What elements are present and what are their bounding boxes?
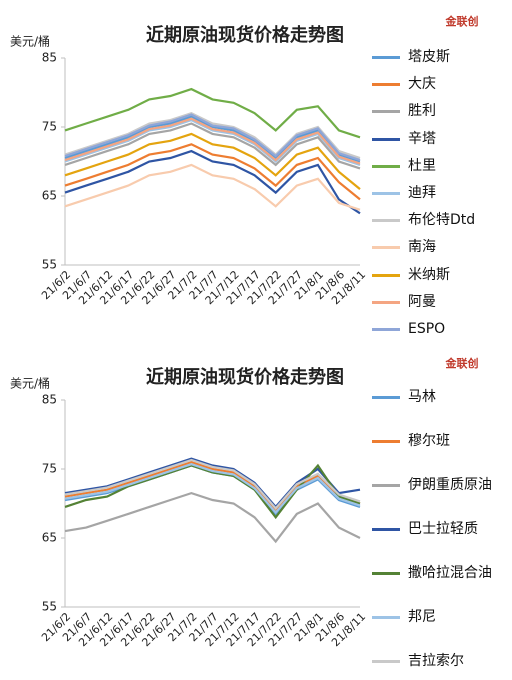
- legend-item: 穆尔班: [372, 432, 508, 450]
- legend-swatch: [372, 273, 400, 277]
- legend-item: 邦尼: [372, 608, 508, 626]
- legend-item: ESPO: [372, 320, 508, 338]
- legend-label: 大庆: [408, 76, 436, 93]
- legend-item: 布伦特Dtd: [372, 211, 508, 229]
- series-line: [64, 149, 361, 215]
- series-line: [64, 87, 361, 139]
- series-line: [64, 115, 361, 163]
- legend-label: 布伦特Dtd: [408, 212, 476, 229]
- series-line: [64, 117, 361, 165]
- y-tick-label: 85: [42, 51, 57, 65]
- legend-label: 塔皮斯: [408, 49, 450, 65]
- legend-swatch: [372, 219, 400, 223]
- legend-swatch: [372, 440, 400, 443]
- y-tick-label: 55: [42, 258, 57, 272]
- legend-swatch: [372, 191, 400, 195]
- y-tick-label: 75: [42, 462, 57, 476]
- legend-swatch: [372, 327, 400, 331]
- legend-item: 撒哈拉混合油: [372, 564, 508, 582]
- series-line: [64, 491, 361, 544]
- legend-label: 吉拉索尔: [408, 653, 464, 669]
- legend-swatch: [372, 246, 400, 250]
- legend-item: 胜利: [372, 102, 508, 120]
- legend-label: 伊朗重质原油: [408, 477, 492, 493]
- y-tick-label: 55: [42, 600, 57, 614]
- legend-label: 邦尼: [408, 609, 436, 625]
- legend-item: 塔皮斯: [372, 48, 508, 66]
- legend-label: 阿曼: [408, 293, 436, 310]
- series-line: [64, 463, 361, 520]
- series-line: [64, 112, 361, 160]
- legend-swatch: [372, 528, 400, 531]
- legend-item: 马林: [372, 388, 508, 406]
- y-axis-label: 美元/桶: [10, 34, 50, 49]
- chart-title: 近期原油现货价格走势图: [146, 24, 344, 46]
- chart-title: 近期原油现货价格走势图: [146, 366, 344, 388]
- y-axis-label: 美元/桶: [10, 376, 50, 391]
- y-tick-label: 75: [42, 120, 57, 134]
- legend-label: 迪拜: [408, 184, 436, 201]
- legend-label: 南海: [408, 239, 436, 256]
- legend-label: 撒哈拉混合油: [408, 565, 492, 581]
- legend-swatch: [372, 83, 400, 87]
- series-line: [64, 163, 361, 211]
- legend-label: 胜利: [408, 103, 436, 120]
- legend: 马林穆尔班伊朗重质原油 巴士拉轻质撒哈拉混合油 邦尼吉拉索尔: [372, 388, 508, 670]
- series-line: [64, 143, 361, 201]
- legend-swatch: [372, 164, 400, 168]
- legend-swatch: [372, 616, 400, 619]
- legend-swatch: [372, 110, 400, 114]
- legend-swatch: [372, 56, 400, 59]
- legend-label: 杜里: [408, 157, 436, 174]
- series-line: [64, 458, 361, 510]
- legend-swatch: [372, 572, 400, 575]
- logo: 金联创: [445, 356, 479, 370]
- series-line: [64, 118, 361, 166]
- y-tick-label: 65: [42, 531, 57, 545]
- legend-label: 马林: [408, 389, 436, 405]
- legend: 塔皮斯大庆胜利辛塔杜里迪拜布伦特Dtd 南海米纳斯阿曼 ESPO: [372, 48, 508, 338]
- series-line: [64, 113, 361, 162]
- legend-item: 杜里: [372, 157, 508, 175]
- legend-label: 穆尔班: [408, 433, 450, 449]
- legend-item: 巴士拉轻质: [372, 520, 508, 538]
- series-line: [64, 460, 361, 513]
- legend-item: 迪拜: [372, 184, 508, 202]
- legend-swatch: [372, 396, 400, 399]
- legend-label: 辛塔: [408, 130, 436, 147]
- legend-item: 阿曼: [372, 293, 508, 311]
- legend-swatch: [372, 137, 400, 141]
- logo: 金联创: [445, 14, 479, 28]
- legend-swatch: [372, 300, 400, 304]
- legend-item: 大庆: [372, 75, 508, 93]
- legend-label: ESPO: [408, 320, 446, 337]
- legend-label: 巴士拉轻质: [408, 521, 478, 537]
- legend-item: 伊朗重质原油: [372, 476, 508, 494]
- legend-swatch: [372, 484, 400, 487]
- legend-label: 米纳斯: [408, 266, 450, 283]
- series-line: [64, 122, 361, 170]
- legend-item: 南海: [372, 238, 508, 256]
- series-line: [64, 463, 361, 515]
- legend-item: 吉拉索尔: [372, 652, 508, 670]
- series-line: [64, 132, 361, 190]
- y-tick-label: 85: [42, 393, 57, 407]
- legend-item: 米纳斯: [372, 266, 508, 284]
- legend-item: 辛塔: [372, 130, 508, 148]
- legend-swatch: [372, 660, 400, 663]
- y-tick-label: 65: [42, 189, 57, 203]
